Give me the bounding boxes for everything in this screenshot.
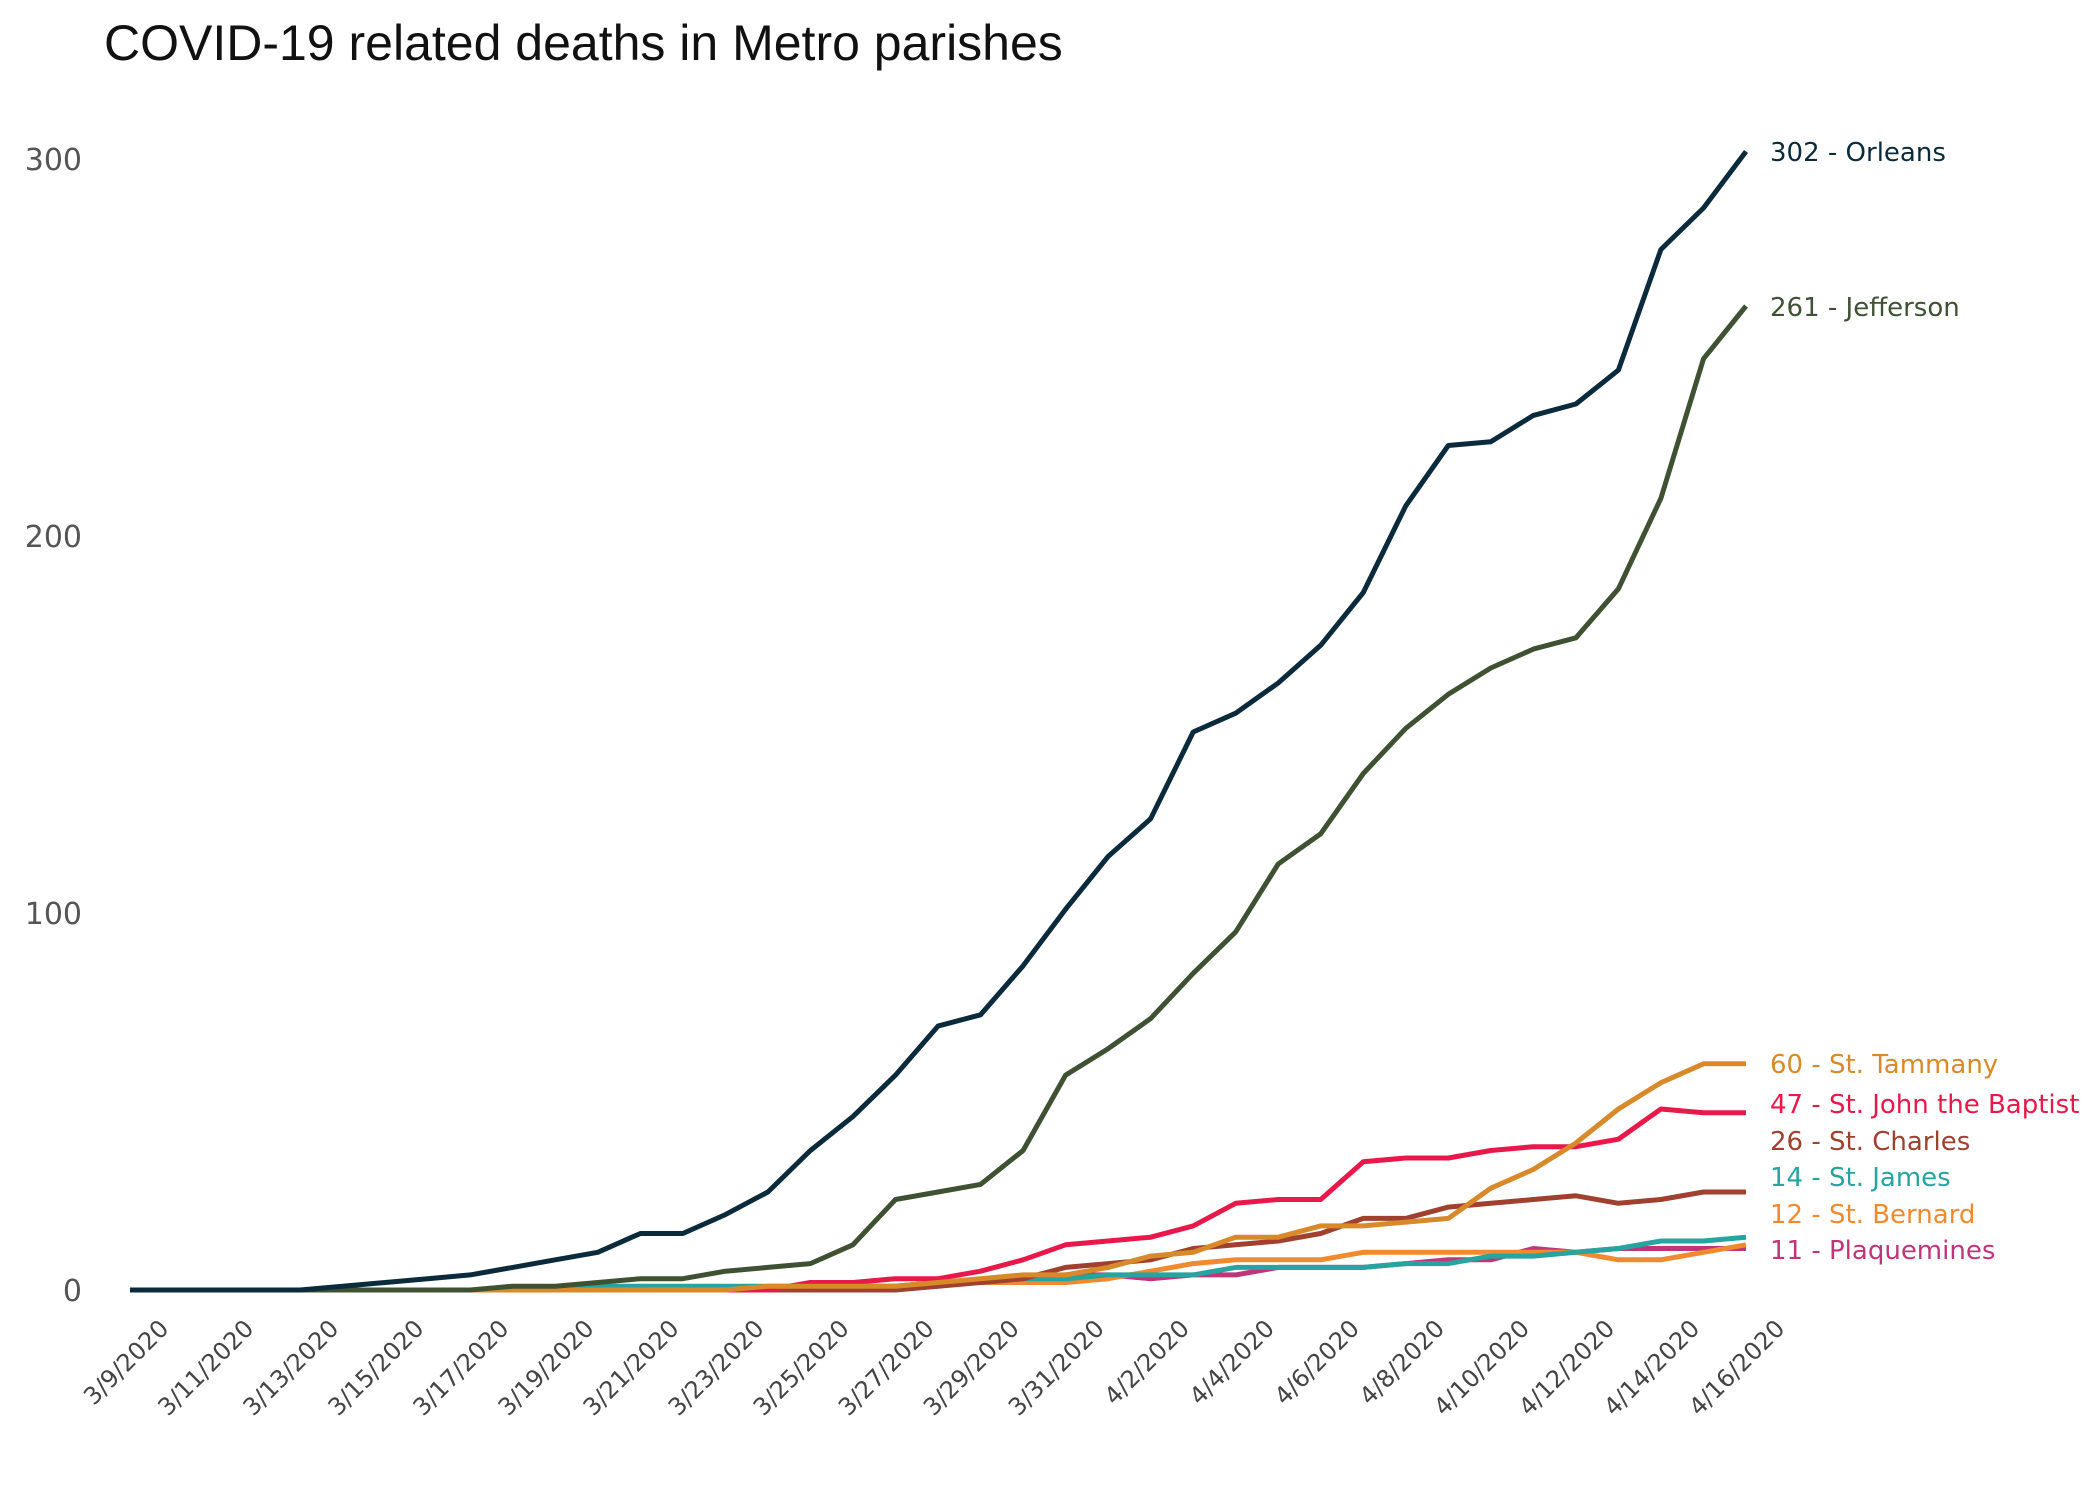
y-tick-label: 200 <box>25 520 82 555</box>
chart-title: COVID-19 related deaths in Metro parishe… <box>104 15 1063 71</box>
series-end-label: 60 - St. Tammany <box>1770 1050 1998 1080</box>
series-line-orleans <box>130 149 1748 1293</box>
series-line-st-john-the-baptist <box>130 1106 1746 1293</box>
series-end-label: 12 - St. Bernard <box>1770 1200 1975 1230</box>
series-end-label: 261 - Jefferson <box>1770 293 1960 323</box>
x-tick-label: 4/6/2020 <box>1269 1314 1365 1410</box>
series-end-label: 11 - Plaquemines <box>1770 1236 1995 1266</box>
y-tick-label: 300 <box>25 143 82 178</box>
series-end-label: 14 - St. James <box>1770 1163 1951 1193</box>
series-end-label: 302 - Orleans <box>1770 138 1946 168</box>
series-line-st-charles <box>130 1189 1746 1293</box>
x-tick-label: 4/2/2020 <box>1099 1314 1195 1410</box>
series-end-label: 47 - St. John the Baptist <box>1770 1090 2079 1120</box>
y-axis: 0 100 200 300 <box>25 143 82 1309</box>
series-lines <box>130 149 1748 1293</box>
series-end-label: 26 - St. Charles <box>1770 1127 1970 1157</box>
x-axis: 3/9/20203/11/20203/13/20203/15/20203/17/… <box>78 1314 1790 1421</box>
y-tick-label: 0 <box>63 1274 82 1309</box>
y-tick-label: 100 <box>25 897 82 932</box>
x-tick-label: 4/4/2020 <box>1184 1314 1280 1410</box>
series-line-jefferson <box>130 304 1748 1293</box>
series-labels: 302 - Orleans 261 - Jefferson 60 - St. Tam… <box>1770 138 2079 1266</box>
